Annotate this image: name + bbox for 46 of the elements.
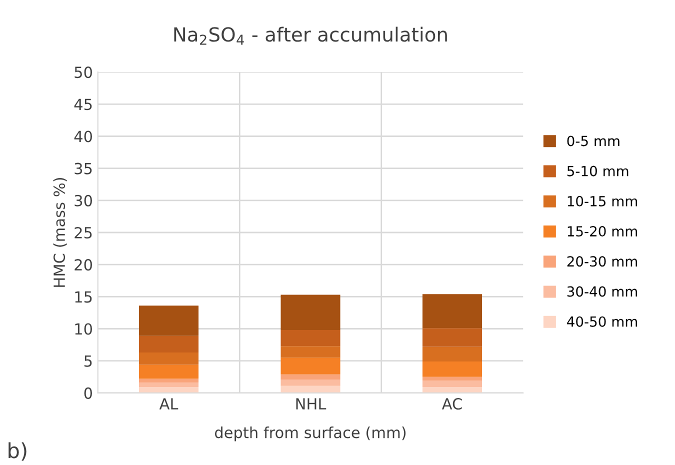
y-tick-label: 5 [84,356,92,367]
y-tick-label: 50 [74,66,92,78]
chart-title: Na$_{2}$SO$_{4}$ - after accumulation [174,26,447,45]
legend-label: 5-10 mm [567,166,628,176]
bar [422,361,482,377]
y-tick-label: 30 [74,194,92,206]
bar [280,346,340,358]
y-tick-label: 25 [74,226,92,239]
legend-label: 0-5 mm [567,136,620,146]
bar [280,358,340,374]
bar [138,382,199,388]
bar [280,386,340,393]
y-tick-label: 45 [74,98,92,110]
y-axis-title: HMC (mass %) [53,178,67,287]
bar [138,364,199,379]
legend-label: 30-40 mm [567,286,638,297]
x-tick-label: NHL [296,398,326,410]
bar [138,352,199,365]
bar [422,346,482,362]
bar [280,379,340,386]
legend-label: 20-30 mm [567,256,638,267]
y-tick-label: 20 [74,259,92,271]
y-tick-label: 15 [75,291,92,303]
x-axis-title: depth from surface (mm) [214,426,406,442]
bar [138,387,199,393]
y-tick-label: 35 [74,162,92,174]
legend-label: 10-15 mm [568,196,638,206]
bar [138,378,199,383]
bar [280,330,340,346]
bar [422,387,482,393]
bar [280,294,340,330]
bar [422,328,482,347]
bar [422,376,482,381]
legend-label: 40-50 mm [567,316,638,327]
bar [422,380,482,388]
bar [138,336,199,352]
text: b) [8,442,26,461]
bar [280,374,340,380]
bar [138,306,199,336]
bar [422,294,482,328]
x-tick-label: AC [442,398,462,410]
y-tick-label: 40 [74,130,92,142]
x-tick-label: AL [159,398,178,410]
y-tick-label: 10 [75,323,92,335]
y-tick-label: 0 [84,387,92,399]
legend-label: 15-20 mm [568,226,638,237]
